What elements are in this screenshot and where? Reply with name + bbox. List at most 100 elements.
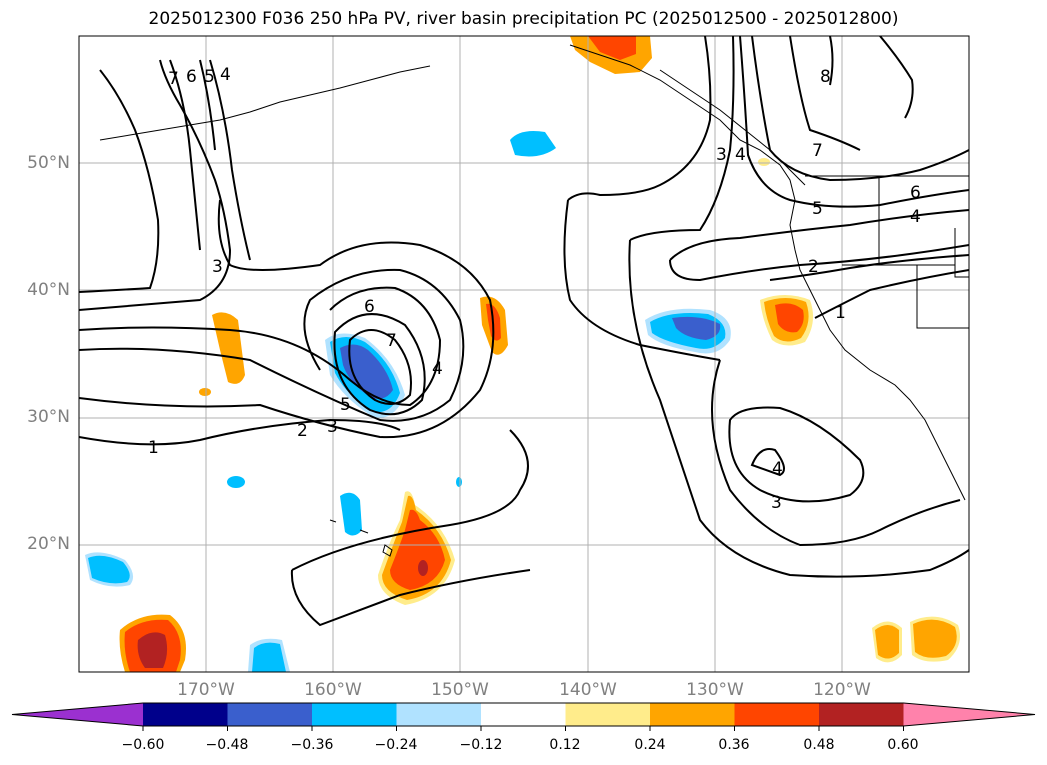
lon-label: 140°W bbox=[559, 680, 617, 700]
contour-line bbox=[79, 268, 465, 422]
contour-label: 5 bbox=[204, 67, 215, 87]
contour-line bbox=[79, 69, 160, 293]
contour-line bbox=[169, 59, 251, 261]
contour-line bbox=[769, 254, 969, 281]
contour-label: 3 bbox=[327, 417, 338, 437]
alaska-coast bbox=[569, 44, 966, 501]
precip-blob bbox=[875, 625, 899, 659]
contour-label: 7 bbox=[168, 69, 179, 89]
contour-line bbox=[333, 313, 426, 416]
colorbar-segment bbox=[650, 703, 735, 726]
bc-coast bbox=[659, 69, 806, 186]
colorbar-segment bbox=[143, 703, 228, 726]
precip-blob bbox=[137, 632, 168, 668]
contour-line bbox=[751, 36, 969, 182]
contour-line bbox=[750, 448, 785, 477]
contour-label: 5 bbox=[340, 395, 351, 415]
contour-line bbox=[348, 329, 412, 405]
precip-blob bbox=[418, 560, 428, 576]
contour-line bbox=[669, 209, 969, 261]
precip-blob bbox=[672, 316, 721, 340]
contour-line bbox=[829, 36, 914, 119]
contour-label: 3 bbox=[716, 145, 727, 165]
contour-label: 3 bbox=[771, 493, 782, 513]
lon-label: 150°W bbox=[431, 680, 489, 700]
lon-label: 130°W bbox=[686, 680, 744, 700]
contour-line bbox=[79, 59, 232, 311]
colorbar-tick-label: 0.12 bbox=[549, 737, 581, 753]
lat-label: 30°N bbox=[27, 407, 70, 427]
colorbar-segment bbox=[396, 703, 482, 726]
colorbar-tick-label: −0.60 bbox=[121, 737, 165, 753]
contour-label: 4 bbox=[735, 145, 746, 165]
pv-contours bbox=[79, 36, 969, 627]
precip-blob bbox=[340, 492, 362, 536]
colorbar-extend-high bbox=[903, 703, 1035, 726]
contour-label: 6 bbox=[186, 67, 197, 87]
contour-line bbox=[628, 36, 969, 578]
colorbar-segment bbox=[481, 703, 566, 726]
contour-label: 1 bbox=[835, 303, 846, 323]
contour-line bbox=[739, 36, 969, 208]
colorbar-tick-label: 0.48 bbox=[803, 737, 835, 753]
lat-label: 50°N bbox=[27, 153, 70, 173]
lon-label: 120°W bbox=[813, 680, 871, 700]
contour-label: 8 bbox=[820, 67, 831, 87]
contour-label: 3 bbox=[212, 257, 223, 277]
contour-label: 7 bbox=[386, 331, 397, 351]
contour-label: 1 bbox=[148, 438, 159, 458]
colorbar-segment bbox=[565, 703, 651, 726]
hawaii-islands bbox=[329, 519, 393, 557]
colorbar-tick-label: −0.48 bbox=[205, 737, 249, 753]
precip-shading bbox=[85, 36, 961, 672]
contour-line bbox=[728, 406, 865, 503]
contour-line bbox=[814, 269, 969, 319]
precip-blob bbox=[340, 344, 393, 399]
precip-blob bbox=[252, 642, 286, 672]
contour-line bbox=[789, 36, 861, 151]
aleutian-coast bbox=[99, 65, 431, 141]
contour-line bbox=[669, 244, 969, 282]
contour-labels: 1 2 3 5 4 7 6 3 7 6 5 4 3 4 3 4 7 8 5 6 … bbox=[148, 65, 921, 513]
contour-label: 4 bbox=[910, 207, 921, 227]
contour-label: 2 bbox=[808, 257, 819, 277]
precip-blob bbox=[456, 477, 462, 487]
contour-label: 5 bbox=[812, 199, 823, 219]
precip-blob bbox=[913, 619, 957, 658]
contour-line bbox=[563, 36, 721, 361]
lat-label: 40°N bbox=[27, 280, 70, 300]
colorbar-tick-label: 0.36 bbox=[718, 737, 750, 753]
colorbar-tick-label: −0.12 bbox=[459, 737, 503, 753]
contour-label: 6 bbox=[910, 183, 921, 203]
precip-blob bbox=[212, 312, 245, 384]
precip-blob bbox=[510, 131, 556, 157]
precip-blob bbox=[390, 509, 445, 590]
colorbar-tick-label: 0.24 bbox=[634, 737, 666, 753]
lat-label: 20°N bbox=[27, 534, 70, 554]
colorbar-extend-low bbox=[12, 703, 143, 726]
contour-label: 4 bbox=[220, 65, 231, 85]
contour-label: 4 bbox=[432, 359, 443, 379]
precip-blob bbox=[588, 36, 636, 60]
colorbar bbox=[11, 702, 1036, 731]
colorbar-segment bbox=[819, 703, 904, 726]
colorbar-segment bbox=[227, 703, 313, 726]
plot-frame bbox=[78, 35, 970, 673]
state-border bbox=[842, 176, 969, 329]
colorbar-tick-label: −0.24 bbox=[374, 737, 418, 753]
precip-blob bbox=[775, 303, 804, 333]
colorbar-segment bbox=[734, 703, 820, 726]
colorbar-tick-label: −0.36 bbox=[290, 737, 334, 753]
contour-line bbox=[79, 418, 401, 446]
precip-blob bbox=[758, 158, 770, 166]
lon-label: 160°W bbox=[304, 680, 362, 700]
colorbar-segment bbox=[312, 703, 397, 726]
map-title: 2025012300 F036 250 hPa PV, river basin … bbox=[148, 9, 899, 29]
contour-label: 4 bbox=[772, 459, 783, 479]
contour-line bbox=[290, 429, 531, 627]
contour-label: 6 bbox=[364, 297, 375, 317]
colorbar-tick-label: 0.60 bbox=[887, 737, 919, 753]
contour-label: 7 bbox=[812, 141, 823, 161]
precip-blob bbox=[88, 555, 130, 584]
